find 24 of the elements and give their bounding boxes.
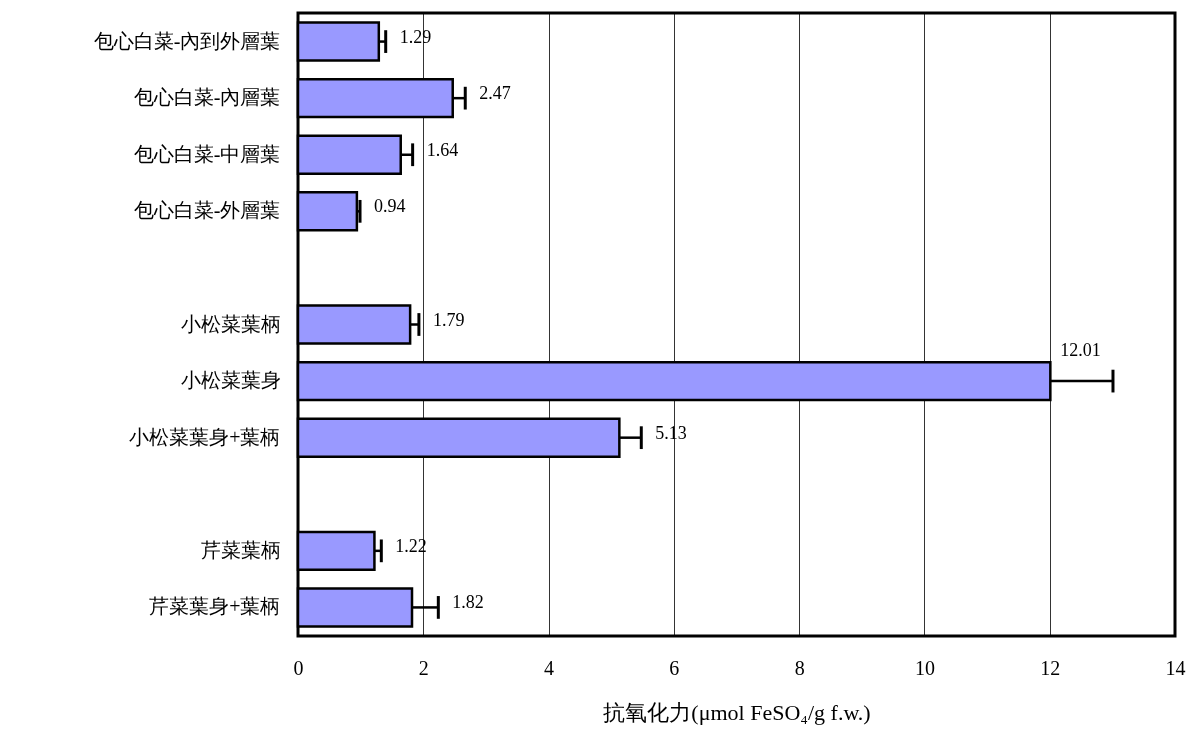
x-tick-label: 12 xyxy=(1040,656,1061,679)
y-tick-label: 小松菜葉身 xyxy=(180,369,281,392)
x-tick-label: 4 xyxy=(544,656,555,679)
x-tick-label: 14 xyxy=(1165,656,1186,679)
y-tick-label: 芹菜葉柄 xyxy=(200,538,281,561)
data-label: 1.64 xyxy=(426,139,459,160)
y-tick-label: 小松菜葉身+葉柄 xyxy=(129,425,281,448)
data-label: 1.79 xyxy=(432,309,465,330)
y-tick-label: 包心白菜-外層葉 xyxy=(133,199,281,222)
data-label: 1.82 xyxy=(452,592,484,613)
y-tick-label: 小松菜葉柄 xyxy=(180,312,281,335)
data-label: 12.01 xyxy=(1060,340,1101,361)
x-tick-label: 2 xyxy=(418,656,429,679)
y-tick-label: 芹菜葉身+葉柄 xyxy=(149,595,281,618)
y-tick-label: 包心白菜-中層葉 xyxy=(133,142,281,165)
x-tick-label: 10 xyxy=(914,656,935,679)
data-label: 0.94 xyxy=(374,196,406,217)
y-tick-label: 包心白菜-內層葉 xyxy=(133,86,281,109)
x-tick-label: 6 xyxy=(669,656,680,679)
y-tick-label: 包心白菜-內到外層葉 xyxy=(93,29,281,52)
x-tick-label: 8 xyxy=(794,656,805,679)
data-label: 2.47 xyxy=(479,83,511,104)
x-tick-label: 0 xyxy=(293,656,304,679)
x-axis-title: 抗氧化力(μmol FeSO₄/g f.w.) xyxy=(603,699,871,725)
